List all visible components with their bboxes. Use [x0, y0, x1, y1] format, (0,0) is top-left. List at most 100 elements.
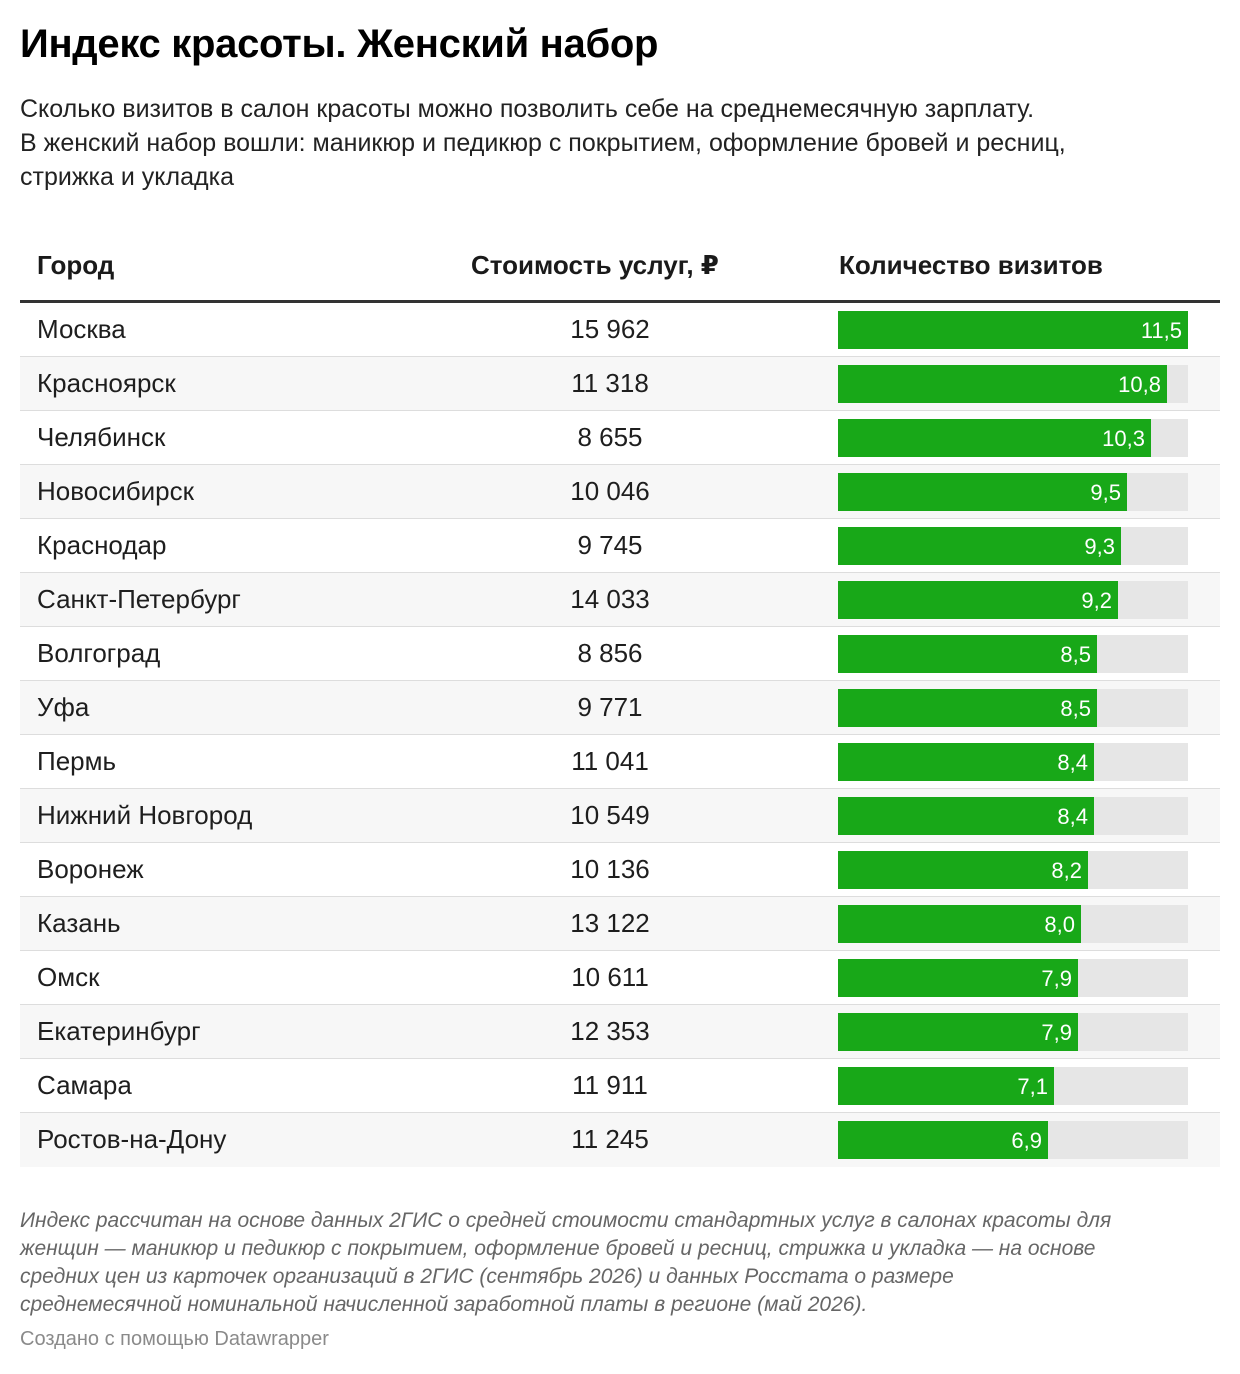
- city-cell: Красноярск: [37, 368, 176, 398]
- visits-value-label: 7,9: [1041, 966, 1072, 991]
- column-header-visits[interactable]: Количество визитов: [839, 250, 1103, 280]
- visits-bar: 8,0: [838, 905, 1081, 943]
- table-row: Ростов-на-Дону 11 245 6,9: [20, 1113, 1220, 1167]
- bar-track: 10,8: [838, 365, 1188, 403]
- city-cell: Краснодар: [37, 530, 167, 560]
- bar-track: 8,4: [838, 743, 1188, 781]
- city-cell: Ростов-на-Дону: [37, 1124, 227, 1154]
- visits-value-label: 9,5: [1090, 480, 1121, 505]
- table-row: Уфа 9 771 8,5: [20, 681, 1220, 735]
- visits-bar: 8,5: [838, 689, 1097, 727]
- cost-cell: 10 611: [571, 962, 649, 992]
- visits-bar: 8,4: [838, 743, 1094, 781]
- city-cell: Уфа: [37, 692, 90, 722]
- cost-cell: 8 655: [577, 422, 643, 452]
- bar-track: 8,2: [838, 851, 1188, 889]
- cost-cell: 11 041: [571, 746, 649, 776]
- table-row: Санкт-Петербург 14 033 9,2: [20, 573, 1220, 627]
- visits-bar: 8,5: [838, 635, 1097, 673]
- visits-value-label: 6,9: [1011, 1128, 1042, 1153]
- visits-bar: 9,2: [838, 581, 1118, 619]
- visits-bar: 7,9: [838, 1013, 1078, 1051]
- bar-track: 7,1: [838, 1067, 1188, 1105]
- bar-track: 8,0: [838, 905, 1188, 943]
- chart-title: Индекс красоты. Женский набор: [20, 22, 659, 66]
- visits-bar: 10,3: [838, 419, 1151, 457]
- bar-track: 9,3: [838, 527, 1188, 565]
- city-cell: Волгоград: [37, 638, 161, 668]
- footnote: Индекс рассчитан на основе данных 2ГИС о…: [20, 1207, 1225, 1319]
- cost-cell: 10 136: [570, 854, 650, 884]
- cost-cell: 11 911: [572, 1070, 648, 1100]
- visits-value-label: 8,5: [1060, 696, 1091, 721]
- cost-cell: 9 745: [577, 530, 643, 560]
- visits-bar: 8,2: [838, 851, 1088, 889]
- table-row: Челябинск 8 655 10,3: [20, 411, 1220, 465]
- visits-value-label: 7,1: [1017, 1074, 1048, 1099]
- visits-bar: 9,3: [838, 527, 1121, 565]
- city-cell: Челябинск: [37, 422, 166, 452]
- bar-track: 6,9: [838, 1121, 1188, 1159]
- visits-bar: 11,5: [838, 311, 1188, 349]
- table-row: Новосибирск 10 046 9,5: [20, 465, 1220, 519]
- table-row: Воронеж 10 136 8,2: [20, 843, 1220, 897]
- bar-track: 7,9: [838, 1013, 1188, 1051]
- cost-cell: 10 046: [570, 476, 650, 506]
- subtitle-line: Сколько визитов в салон красоты можно по…: [20, 95, 1035, 123]
- credit-line[interactable]: Создано с помощью Datawrapper: [20, 1328, 329, 1350]
- table-row: Самара 11 911 7,1: [20, 1059, 1220, 1113]
- cost-cell: 13 122: [570, 908, 650, 938]
- bar-track: 11,5: [838, 311, 1188, 349]
- table-row: Красноярск 11 318 10,8: [20, 357, 1220, 411]
- table-body: Москва 15 962 11,5 Красноярск 11 318 10,8 Челя…: [20, 303, 1220, 1167]
- subtitle-line: В женский набор вошли: маникюр и педикюр…: [20, 129, 1066, 157]
- visits-bar: 10,8: [838, 365, 1167, 403]
- cost-cell: 11 318: [571, 368, 649, 398]
- cost-cell: 11 245: [571, 1124, 649, 1154]
- visits-value-label: 11,5: [1140, 318, 1182, 343]
- city-cell: Омск: [37, 962, 100, 992]
- visits-bar: 9,5: [838, 473, 1127, 511]
- footnote-line: среднемесячной номинальной начисленной з…: [20, 1293, 868, 1316]
- visits-value-label: 7,9: [1041, 1020, 1072, 1045]
- column-header-city[interactable]: Город: [37, 250, 115, 280]
- cost-cell: 8 856: [577, 638, 643, 668]
- table-row: Нижний Новгород 10 549 8,4: [20, 789, 1220, 843]
- city-cell: Нижний Новгород: [37, 800, 253, 830]
- table-header: Город Стоимость услуг, ₽ Количество визи…: [20, 232, 1220, 303]
- table-row: Москва 15 962 11,5: [20, 303, 1220, 357]
- chart-subtitle: Сколько визитов в салон красоты можно по…: [20, 92, 1225, 194]
- cost-cell: 9 771: [577, 692, 643, 722]
- column-header-cost[interactable]: Стоимость услуг, ₽: [471, 250, 719, 280]
- bar-track: 8,5: [838, 689, 1188, 727]
- cost-cell: 14 033: [570, 584, 650, 614]
- cost-cell: 12 353: [570, 1016, 650, 1046]
- visits-bar: 8,4: [838, 797, 1094, 835]
- city-cell: Новосибирск: [37, 476, 194, 506]
- cost-cell: 10 549: [570, 800, 650, 830]
- city-cell: Пермь: [37, 746, 117, 776]
- city-cell: Санкт-Петербург: [37, 584, 241, 614]
- visits-value-label: 8,4: [1057, 750, 1088, 775]
- visits-value-label: 10,8: [1118, 372, 1161, 397]
- visits-value-label: 9,3: [1084, 534, 1115, 559]
- table-row: Казань 13 122 8,0: [20, 897, 1220, 951]
- city-cell: Москва: [37, 314, 126, 344]
- table-row: Краснодар 9 745 9,3: [20, 519, 1220, 573]
- visits-value-label: 8,0: [1044, 912, 1075, 937]
- visits-bar: 6,9: [838, 1121, 1048, 1159]
- bar-track: 9,2: [838, 581, 1188, 619]
- footnote-line: средних цен из карточек организаций в 2Г…: [20, 1265, 954, 1288]
- bar-track: 9,5: [838, 473, 1188, 511]
- bar-track: 7,9: [838, 959, 1188, 997]
- bar-track: 8,5: [838, 635, 1188, 673]
- data-table: Город Стоимость услуг, ₽ Количество визи…: [20, 232, 1220, 1167]
- city-cell: Казань: [37, 908, 121, 938]
- cost-cell: 15 962: [570, 314, 650, 344]
- city-cell: Екатеринбург: [37, 1016, 201, 1046]
- visits-value-label: 10,3: [1102, 426, 1145, 451]
- bar-track: 10,3: [838, 419, 1188, 457]
- visits-value-label: 8,4: [1057, 804, 1088, 829]
- city-cell: Воронеж: [37, 854, 144, 884]
- visits-bar: 7,1: [838, 1067, 1054, 1105]
